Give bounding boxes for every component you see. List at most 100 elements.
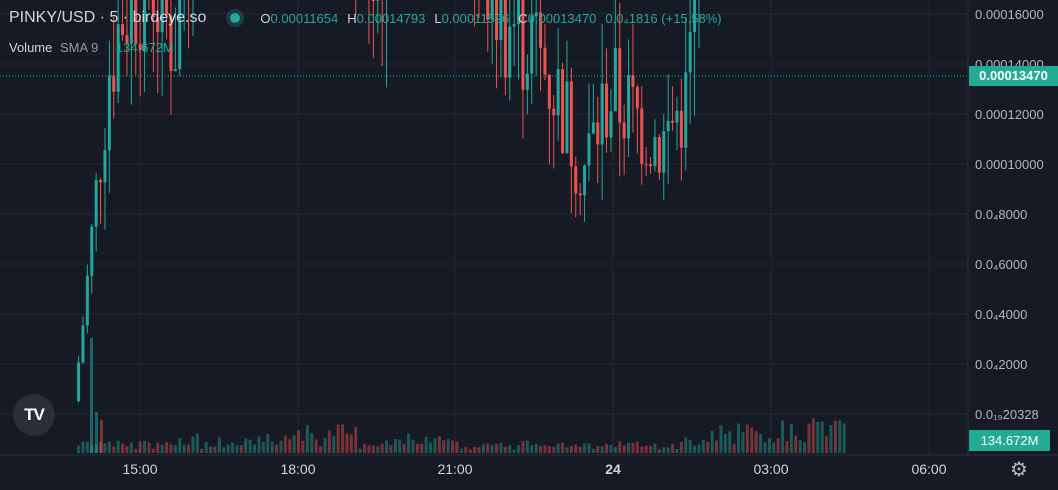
- volume-bar: [750, 427, 754, 453]
- volume-bar: [385, 440, 389, 453]
- volume-bar: [358, 448, 362, 453]
- candle-body: [662, 131, 666, 173]
- candle-body: [77, 362, 81, 402]
- candle-body: [578, 193, 582, 196]
- volume-bar: [156, 442, 160, 453]
- volume-bar: [635, 441, 639, 453]
- y-tick-label: 0.0₄8000: [975, 207, 1027, 222]
- candle-body: [587, 133, 591, 166]
- candle-body: [112, 75, 116, 92]
- volume-bar: [407, 433, 411, 453]
- volume-bar: [486, 443, 490, 453]
- volume-bar: [314, 439, 318, 453]
- volume-bar: [706, 441, 710, 453]
- candle-body: [486, 0, 490, 20]
- volume-bar: [266, 433, 270, 453]
- volume-bar: [398, 439, 402, 453]
- candle-body: [609, 111, 613, 138]
- candle-body: [371, 0, 375, 1]
- volume-bar: [160, 444, 164, 453]
- volume-bar: [464, 446, 468, 453]
- time-axis[interactable]: 15:00 18:00 21:00 24 03:00 06:00: [0, 454, 1058, 477]
- candle-body: [160, 0, 164, 33]
- volume-bar: [103, 443, 107, 453]
- volume-bar: [187, 444, 191, 453]
- volume-legend[interactable]: Volume SMA 9 134.672M: [9, 40, 174, 55]
- tradingview-logo-icon[interactable]: TV: [13, 394, 55, 436]
- volume-bar: [776, 438, 780, 453]
- volume-bar: [165, 442, 169, 453]
- candle-body: [640, 108, 644, 164]
- candle-body: [631, 75, 635, 87]
- volume-bar: [684, 437, 688, 453]
- volume-bar: [671, 444, 675, 453]
- volume-bar: [424, 436, 428, 453]
- volume-bar: [222, 447, 226, 453]
- settings-icon[interactable]: ⚙: [1010, 459, 1028, 481]
- volume-bar: [583, 443, 587, 453]
- volume-bar: [565, 447, 569, 453]
- candle-body: [530, 16, 534, 74]
- volume-bar: [481, 444, 485, 453]
- candle-body: [635, 86, 639, 109]
- x-tick-label: 21:00: [437, 461, 472, 477]
- volume-bar: [596, 446, 600, 453]
- volume-bar: [455, 441, 459, 453]
- symbol-title[interactable]: PINKY/USD · 5 · birdeye.so: [9, 9, 207, 26]
- volume-bar: [173, 445, 177, 453]
- volume-bar: [204, 441, 208, 453]
- volume-bar: [147, 442, 151, 453]
- y-tick-label: 0.0₁₉20328: [975, 407, 1039, 422]
- volume-bar: [825, 436, 829, 453]
- volume-bar: [600, 446, 604, 453]
- volume-bar: [653, 443, 657, 453]
- volume-bar: [99, 441, 103, 453]
- volume-sma-label: SMA 9: [60, 40, 99, 55]
- volume-bar: [415, 443, 419, 453]
- volume-bar: [627, 442, 631, 453]
- volume-bar: [95, 412, 98, 453]
- volume-bar: [503, 446, 507, 453]
- volume-label: Volume: [9, 40, 53, 55]
- volume-bar: [402, 443, 406, 453]
- volume-bar: [433, 438, 437, 453]
- volume-bar: [517, 445, 521, 453]
- volume-bar: [794, 435, 798, 453]
- volume-bar: [569, 445, 573, 453]
- volume-bar: [332, 436, 336, 453]
- volume-bar: [100, 420, 103, 453]
- candle-body: [169, 15, 173, 72]
- volume-bar: [420, 443, 424, 453]
- candle-body: [561, 69, 565, 154]
- candle-body: [675, 110, 679, 123]
- volume-bar: [468, 449, 472, 453]
- volume-bar: [288, 439, 292, 453]
- volume-bar: [451, 440, 455, 453]
- candle-body: [574, 166, 578, 194]
- close-value: 0.00013470: [527, 10, 597, 26]
- ohlc-legend: PINKY/USD · 5 · birdeye.so O 0.00011654 H…: [9, 9, 731, 27]
- candle-body: [679, 110, 683, 148]
- candle-body: [156, 17, 160, 33]
- volume-bar: [226, 444, 230, 453]
- volume-bar: [490, 445, 494, 453]
- volume-bar: [732, 443, 736, 453]
- candle-body: [547, 74, 551, 109]
- volume-bar: [270, 441, 274, 453]
- volume-bar: [640, 446, 644, 453]
- volume-bar: [539, 445, 543, 453]
- volume-bar: [574, 444, 578, 453]
- candle-body: [508, 26, 512, 78]
- volume-bar: [363, 443, 367, 453]
- volume-bar: [235, 445, 239, 453]
- candle-body: [583, 165, 587, 196]
- volume-bar: [178, 438, 182, 453]
- candle-body: [521, 0, 525, 90]
- volume-bar: [499, 442, 503, 453]
- high-value: 0.00014793: [356, 10, 426, 26]
- volume-bar: [759, 433, 763, 453]
- candle-body: [539, 12, 543, 48]
- volume-bar: [367, 445, 371, 453]
- volume-bar: [169, 444, 173, 453]
